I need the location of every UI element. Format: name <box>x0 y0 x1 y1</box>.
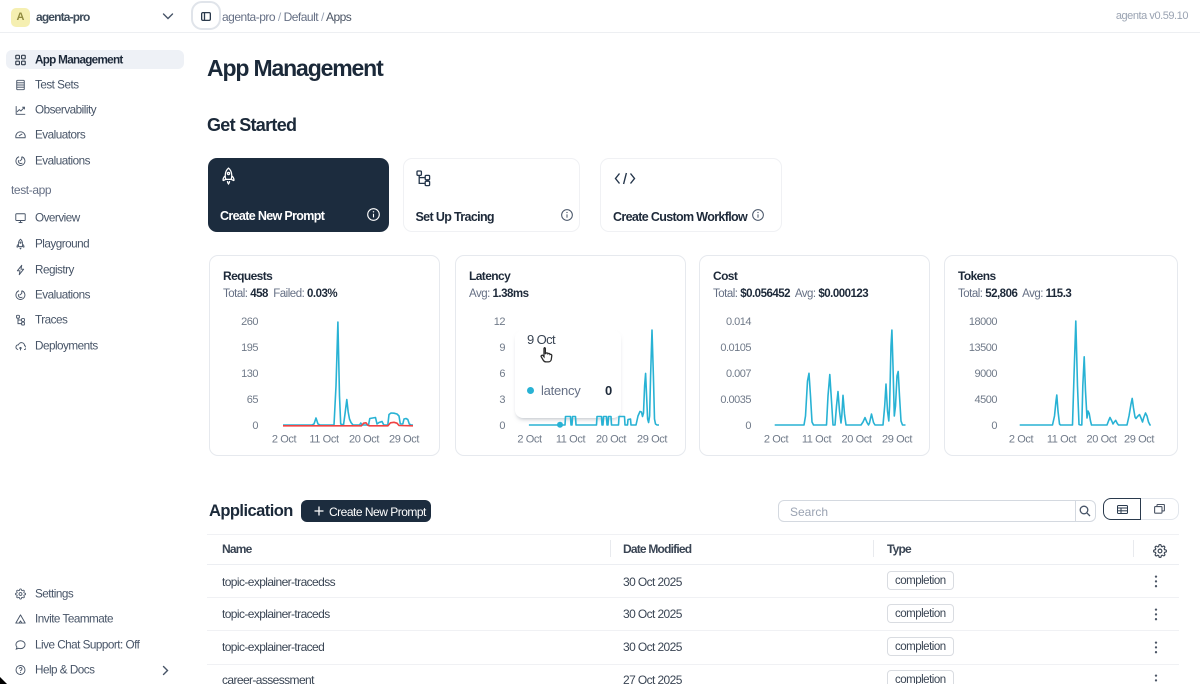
svg-text:29 Oct: 29 Oct <box>637 434 667 446</box>
svg-text:20 Oct: 20 Oct <box>596 434 626 446</box>
svg-text:29 Oct: 29 Oct <box>882 434 912 446</box>
svg-text:11 Oct: 11 Oct <box>1047 434 1077 446</box>
svg-text:11 Oct: 11 Oct <box>802 434 832 446</box>
svg-text:18000: 18000 <box>969 316 997 328</box>
svg-text:6: 6 <box>499 368 505 380</box>
svg-text:9000: 9000 <box>975 368 998 380</box>
svg-text:2 Oct: 2 Oct <box>517 434 542 446</box>
svg-text:0: 0 <box>991 420 997 432</box>
svg-text:9: 9 <box>499 342 505 354</box>
svg-text:3: 3 <box>499 394 505 406</box>
svg-text:0.007: 0.007 <box>726 368 751 380</box>
svg-text:4500: 4500 <box>975 394 998 406</box>
svg-text:11 Oct: 11 Oct <box>309 434 339 446</box>
svg-text:12: 12 <box>494 316 506 328</box>
svg-text:260: 260 <box>241 316 258 328</box>
svg-text:195: 195 <box>241 342 258 354</box>
svg-text:2 Oct: 2 Oct <box>272 434 297 446</box>
svg-text:11 Oct: 11 Oct <box>556 434 586 446</box>
svg-text:0.0035: 0.0035 <box>720 394 751 406</box>
svg-text:29 Oct: 29 Oct <box>1124 434 1154 446</box>
svg-text:2 Oct: 2 Oct <box>1009 434 1034 446</box>
svg-text:0: 0 <box>745 420 751 432</box>
svg-text:2 Oct: 2 Oct <box>764 434 789 446</box>
svg-text:0.014: 0.014 <box>726 316 751 328</box>
svg-text:130: 130 <box>241 368 258 380</box>
svg-text:29 Oct: 29 Oct <box>389 434 419 446</box>
svg-text:20 Oct: 20 Oct <box>349 434 379 446</box>
svg-text:13500: 13500 <box>969 342 997 354</box>
svg-text:0: 0 <box>252 420 258 432</box>
svg-text:65: 65 <box>247 394 259 406</box>
svg-text:20 Oct: 20 Oct <box>1086 434 1116 446</box>
svg-text:0: 0 <box>499 420 505 432</box>
svg-text:20 Oct: 20 Oct <box>841 434 871 446</box>
svg-text:0.0105: 0.0105 <box>720 342 751 354</box>
